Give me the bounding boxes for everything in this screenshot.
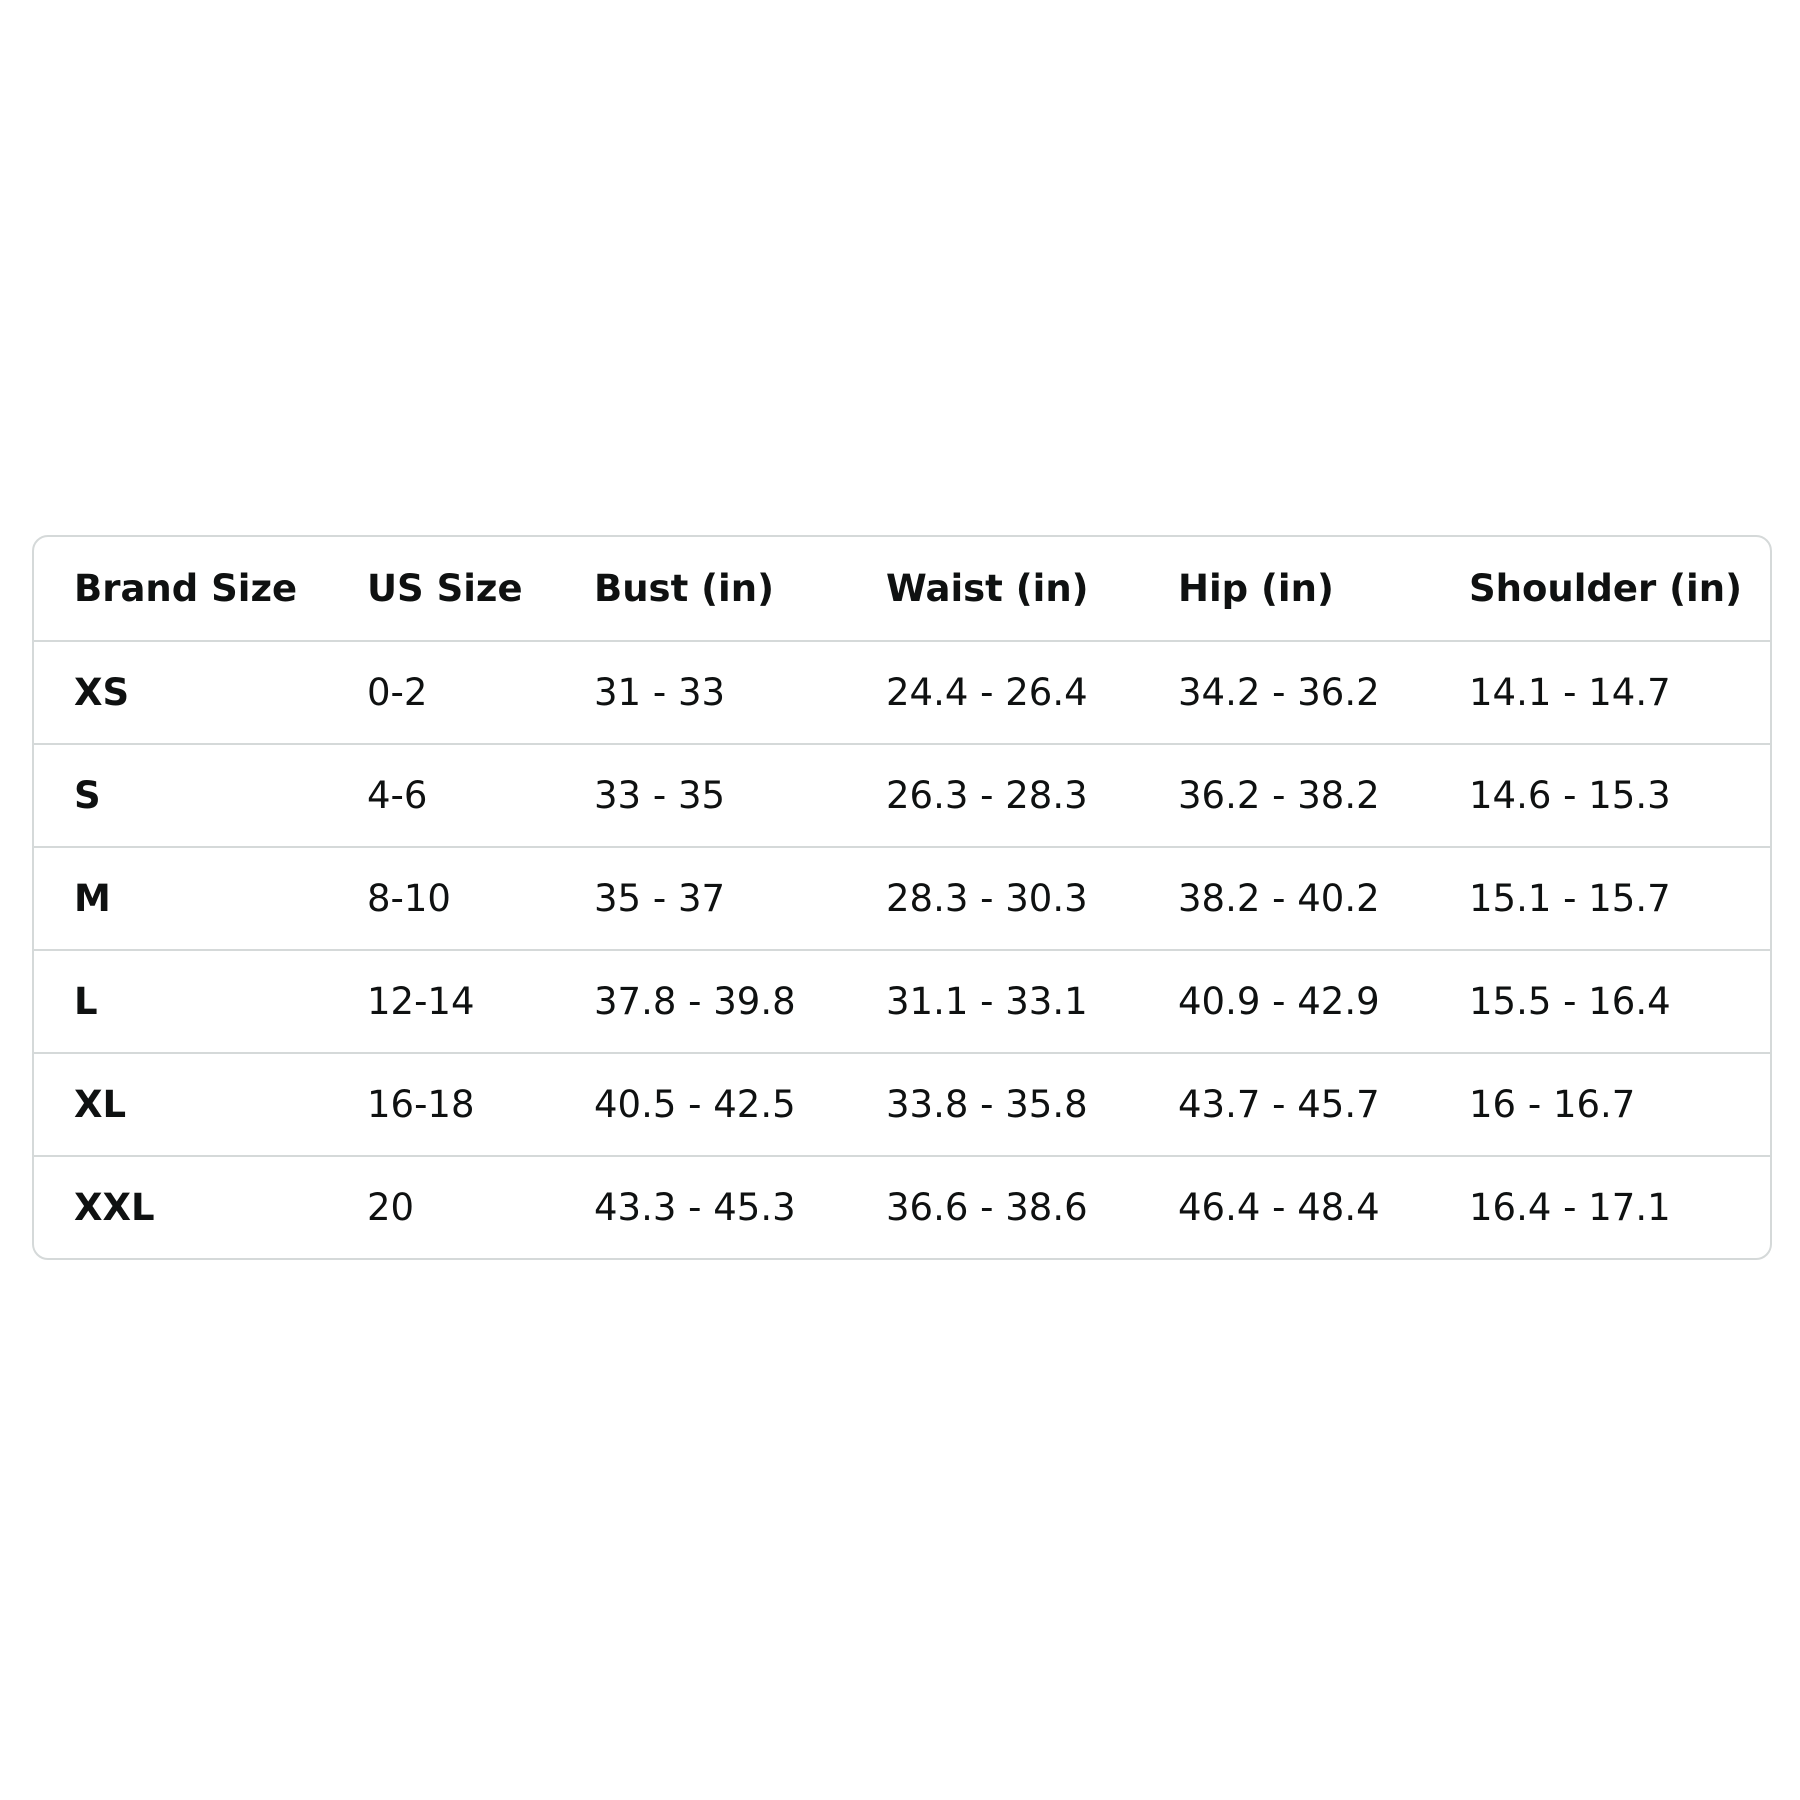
table-cell: 38.2 - 40.2 xyxy=(1178,877,1380,920)
table-cell: 0-2 xyxy=(367,671,428,714)
header-cell: US Size xyxy=(367,567,523,610)
table-cell: 43.7 - 45.7 xyxy=(1178,1083,1380,1126)
table-cell: 28.3 - 30.3 xyxy=(886,877,1088,920)
table-cell: 33.8 - 35.8 xyxy=(886,1083,1088,1126)
table-cell: 4-6 xyxy=(367,774,428,817)
table-row: XS 0-2 31 - 33 24.4 - 26.4 34.2 - 36.2 14.1 -… xyxy=(34,640,1770,743)
table-cell: 34.2 - 36.2 xyxy=(1178,671,1380,714)
table-row: S 4-6 33 - 35 26.3 - 28.3 36.2 - 38.2 14.6 - … xyxy=(34,743,1770,846)
table-row: XXL 20 43.3 - 45.3 36.6 - 38.6 46.4 - 48.4 16… xyxy=(34,1155,1770,1258)
table-cell: 43.3 - 45.3 xyxy=(594,1186,796,1229)
table-cell: 40.5 - 42.5 xyxy=(594,1083,796,1126)
header-cell: Brand Size xyxy=(74,567,298,610)
table-cell: 16 - 16.7 xyxy=(1469,1083,1636,1126)
header-cell: Bust (in) xyxy=(594,567,774,610)
table-cell: S xyxy=(74,774,101,817)
table-row: L 12-14 37.8 - 39.8 31.1 - 33.1 40.9 - 42.9 1… xyxy=(34,949,1770,1052)
table-cell: XL xyxy=(74,1083,127,1126)
table-cell: 20 xyxy=(367,1186,415,1229)
table-cell: XXL xyxy=(74,1186,155,1229)
table-cell: 40.9 - 42.9 xyxy=(1178,980,1380,1023)
table-cell: 36.2 - 38.2 xyxy=(1178,774,1380,817)
table-cell: 37.8 - 39.8 xyxy=(594,980,796,1023)
table-cell: L xyxy=(74,980,98,1023)
header-row: Brand Size US Size Bust (in) Waist (in) Hip … xyxy=(34,537,1770,640)
table-row: XL 16-18 40.5 - 42.5 33.8 - 35.8 43.7 - 45.7… xyxy=(34,1052,1770,1155)
header-cell: Hip (in) xyxy=(1178,567,1334,610)
table-cell: M xyxy=(74,877,111,920)
header-cell: Shoulder (in) xyxy=(1469,567,1742,610)
table-cell: 26.3 - 28.3 xyxy=(886,774,1088,817)
table-cell: 46.4 - 48.4 xyxy=(1178,1186,1380,1229)
table-cell: 24.4 - 26.4 xyxy=(886,671,1088,714)
table-cell: 8-10 xyxy=(367,877,451,920)
table-cell: 33 - 35 xyxy=(594,774,726,817)
table-cell: 31 - 33 xyxy=(594,671,726,714)
table-cell: XS xyxy=(74,671,130,714)
table-cell: 16.4 - 17.1 xyxy=(1469,1186,1671,1229)
table-row: M 8-10 35 - 37 28.3 - 30.3 38.2 - 40.2 15.1 -… xyxy=(34,846,1770,949)
table-cell: 31.1 - 33.1 xyxy=(886,980,1088,1023)
header-cell: Waist (in) xyxy=(886,567,1089,610)
table-cell: 15.1 - 15.7 xyxy=(1469,877,1671,920)
table-cell: 14.1 - 14.7 xyxy=(1469,671,1671,714)
table-cell: 12-14 xyxy=(367,980,475,1023)
table-cell: 15.5 - 16.4 xyxy=(1469,980,1671,1023)
table-cell: 14.6 - 15.3 xyxy=(1469,774,1671,817)
table-cell: 35 - 37 xyxy=(594,877,726,920)
table-cell: 36.6 - 38.6 xyxy=(886,1186,1088,1229)
table-cell: 16-18 xyxy=(367,1083,475,1126)
size-table: Brand Size US Size Bust (in) Waist (in) Hip … xyxy=(32,535,1772,1260)
